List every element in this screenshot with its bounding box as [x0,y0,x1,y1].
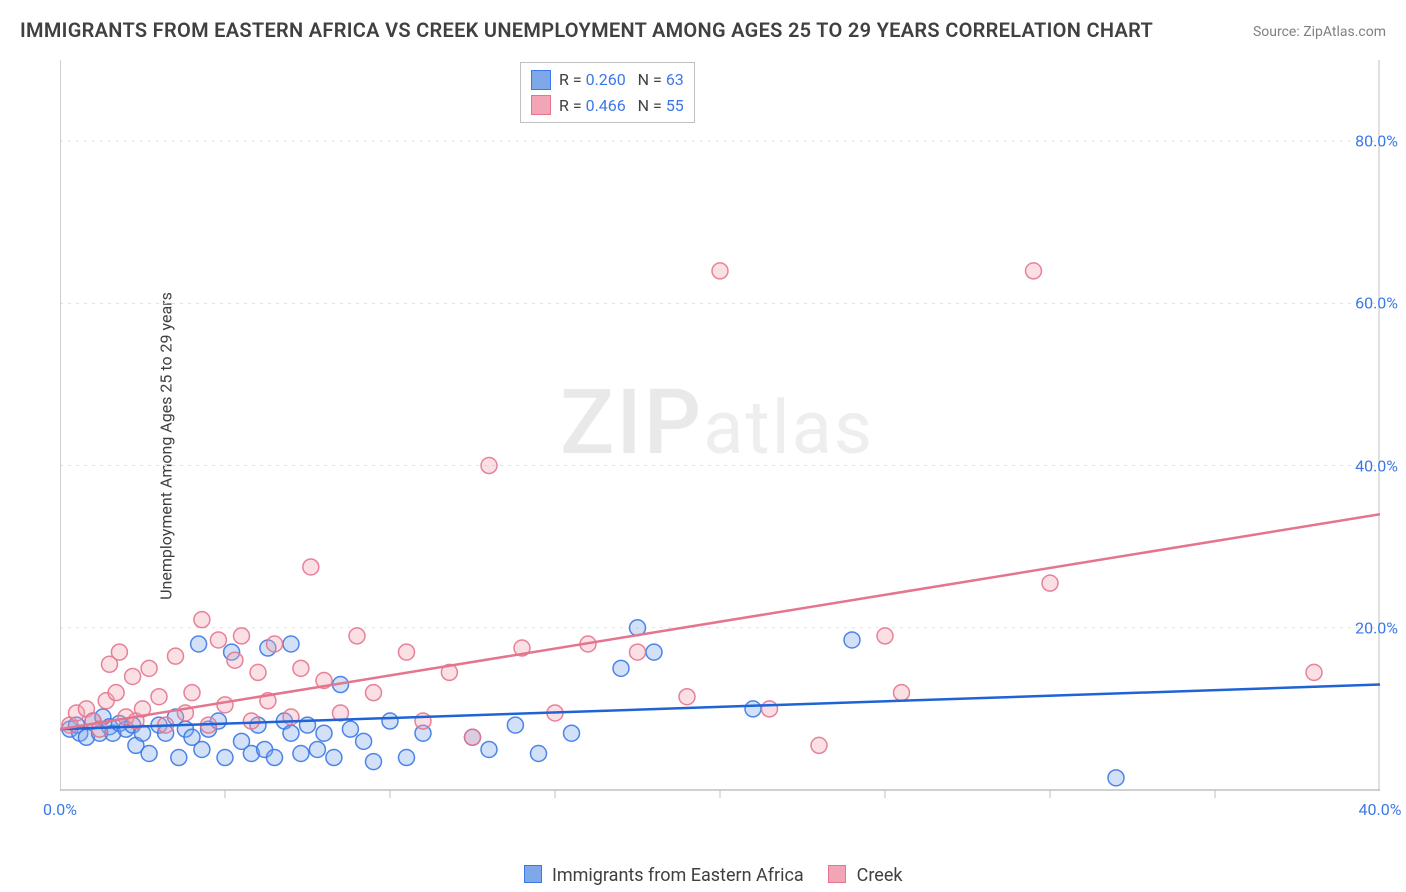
legend-label-a: Immigrants from Eastern Africa [552,865,804,886]
legend-swatch-a [524,865,542,883]
legend-swatch-b [828,865,846,883]
scatter-plot [60,60,1380,820]
x-tick-label: 0.0% [43,800,77,819]
stats-legend-row: R = 0.466 N = 55 [531,93,684,119]
legend-swatch [531,70,551,90]
stats-legend-text: R = 0.260 N = 63 [559,67,684,93]
legend-swatch [531,95,551,115]
y-tick-label: 20.0% [1355,618,1398,637]
x-tick-label: 40.0% [1359,800,1402,819]
stats-legend: R = 0.260 N = 63R = 0.466 N = 55 [520,62,695,123]
y-tick-label: 40.0% [1355,456,1398,475]
stats-legend-text: R = 0.466 N = 55 [559,93,684,119]
bottom-legend: Immigrants from Eastern Africa Creek [0,865,1406,886]
chart-title: IMMIGRANTS FROM EASTERN AFRICA VS CREEK … [20,18,1153,42]
y-tick-label: 60.0% [1355,294,1398,313]
y-tick-label: 80.0% [1355,132,1398,151]
source-label: Source: ZipAtlas.com [1253,24,1386,40]
legend-label-b: Creek [857,865,903,886]
stats-legend-row: R = 0.260 N = 63 [531,67,684,93]
